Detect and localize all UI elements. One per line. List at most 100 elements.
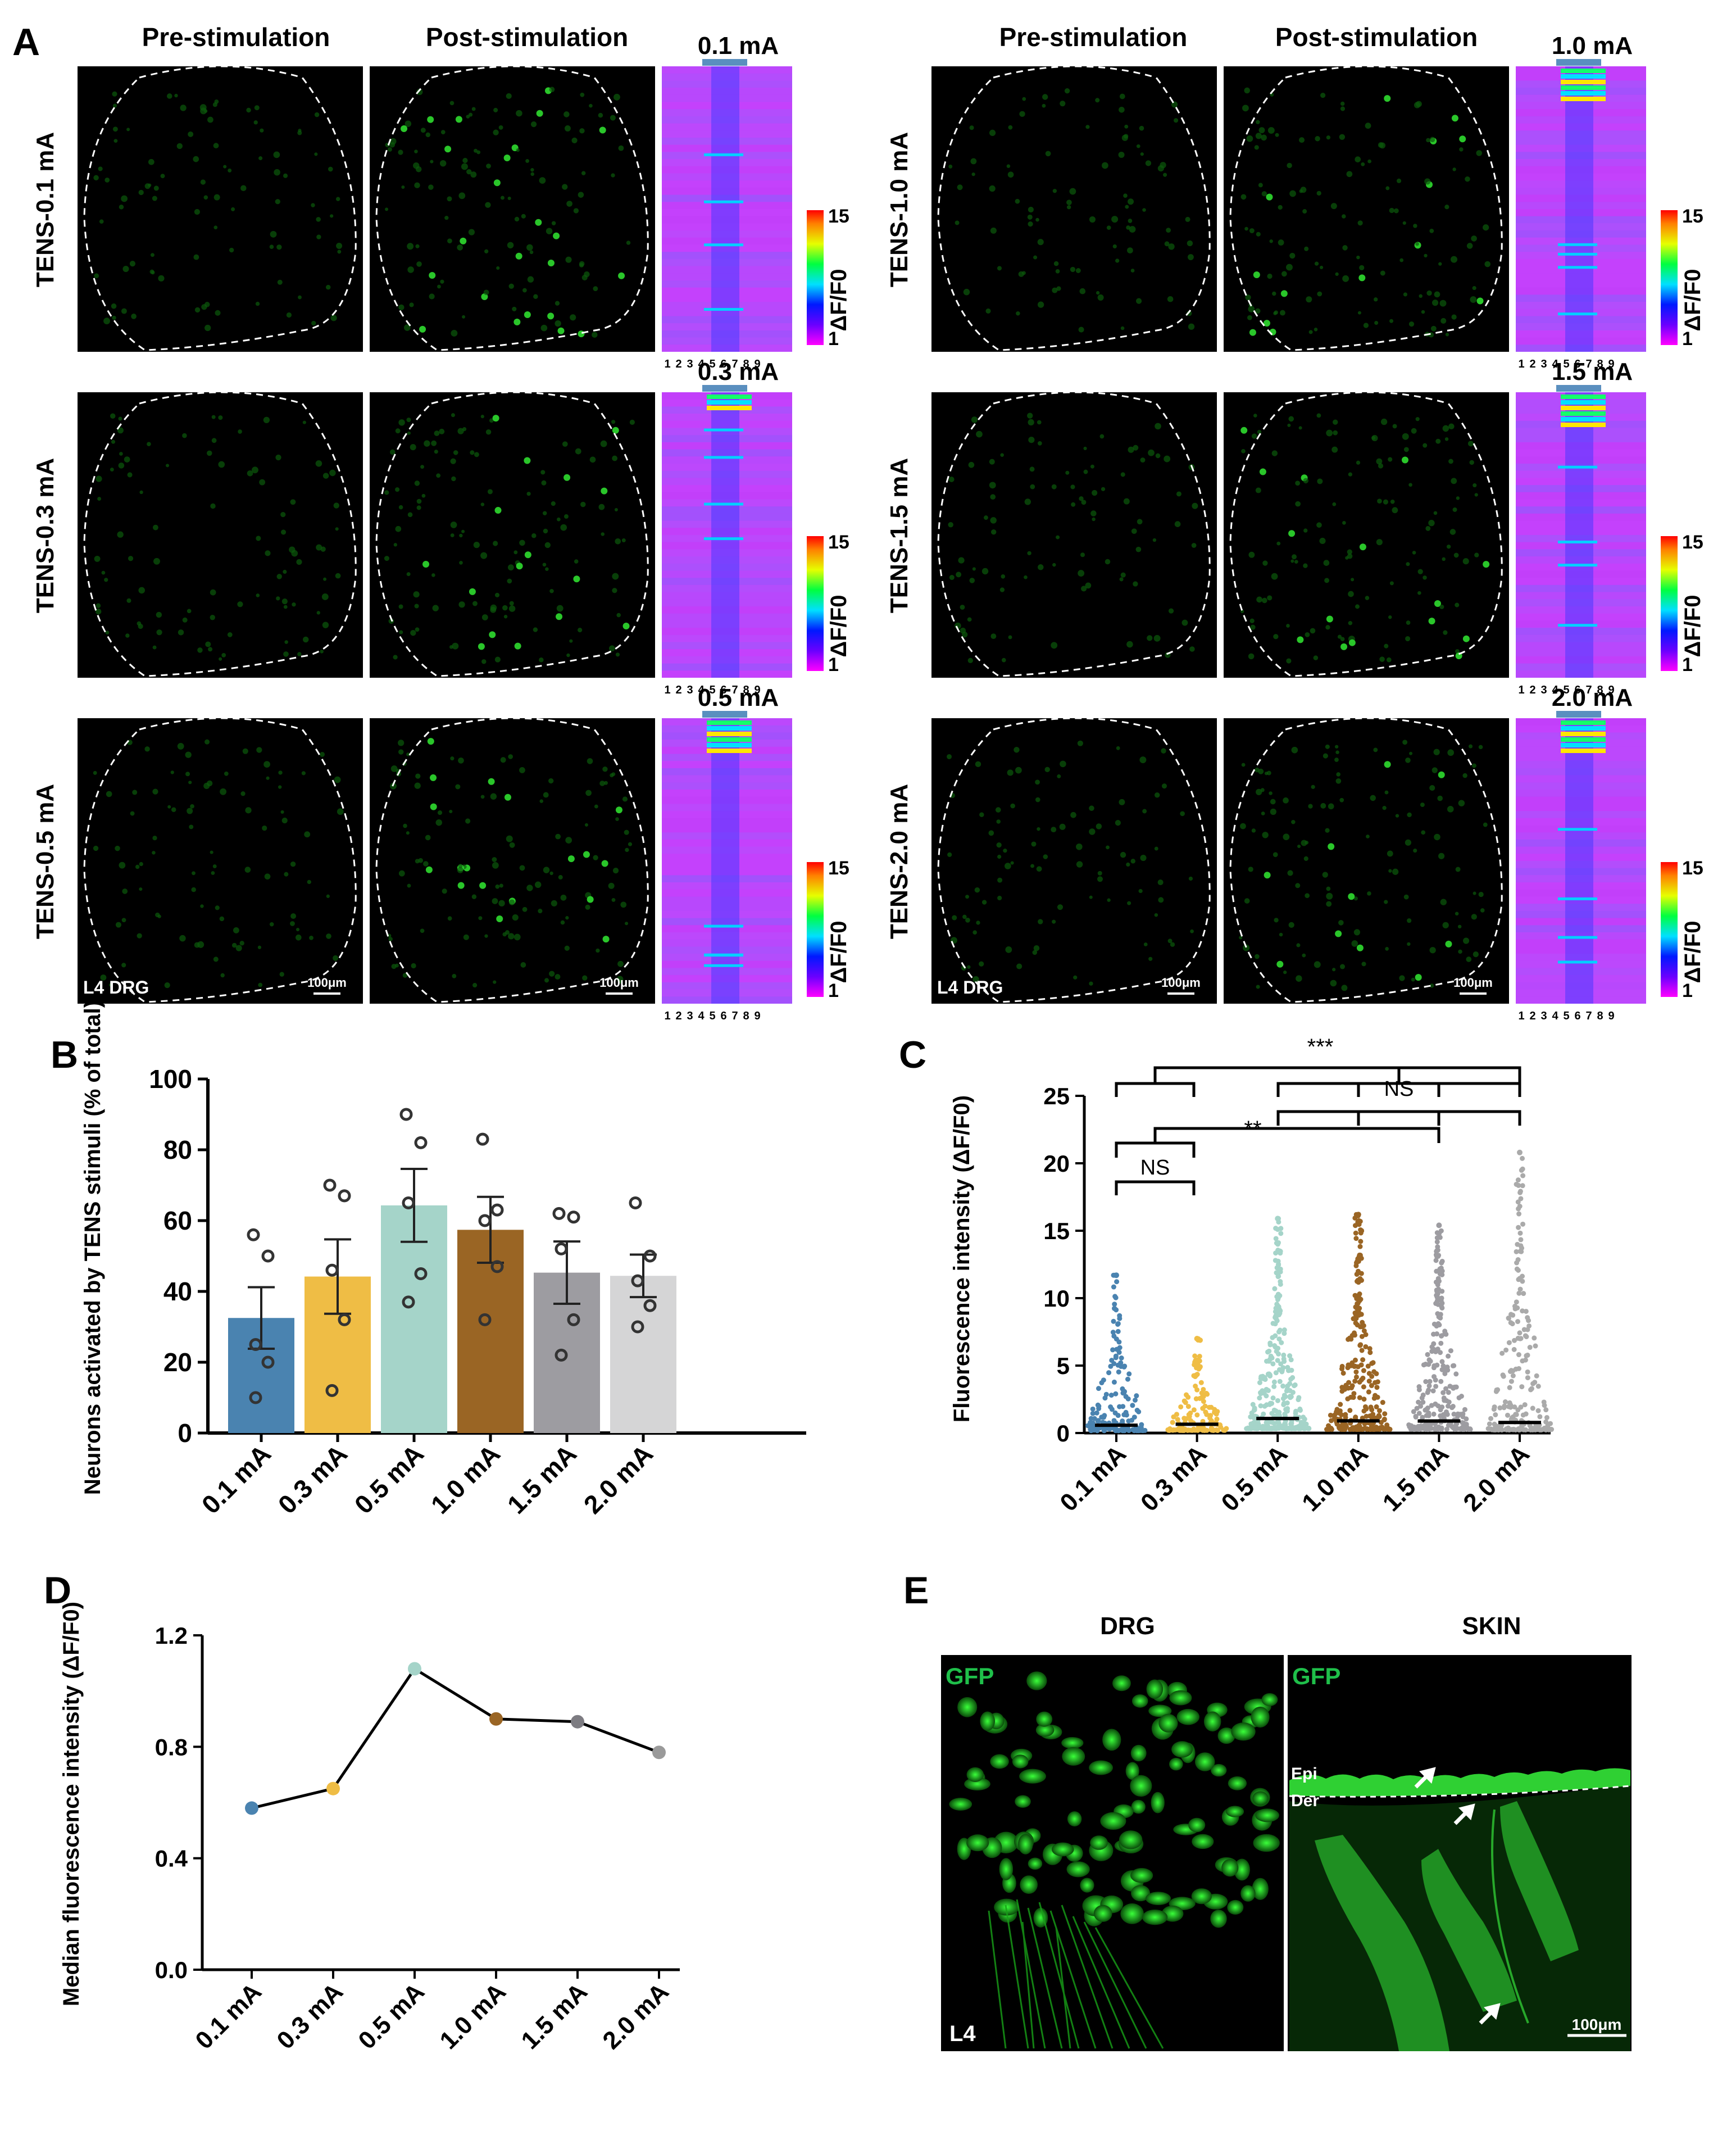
neuron-dot	[1027, 412, 1033, 419]
neuron-dot	[96, 475, 102, 482]
neuron-dot	[1274, 918, 1279, 923]
scatter-point	[1520, 1278, 1525, 1284]
neuron-dot	[1376, 458, 1383, 465]
colorbar-label: ΔF/F0	[1680, 921, 1705, 983]
neuron-dot	[223, 165, 227, 169]
scatter-point	[1515, 1177, 1521, 1183]
neuron-dot	[1330, 203, 1337, 210]
neuron-dot	[1085, 582, 1092, 589]
scatter-point	[1530, 1405, 1535, 1411]
neuron-dot	[1483, 822, 1488, 827]
scatter-point	[1517, 1230, 1523, 1236]
heatmap-line	[1558, 312, 1597, 316]
gfp-neuron	[1261, 1693, 1278, 1707]
neuron-dot	[494, 656, 501, 663]
neuron-dot	[283, 651, 289, 657]
neuron-dot	[1052, 563, 1056, 567]
neuron-dot	[139, 490, 143, 495]
neuron-dot	[965, 895, 969, 899]
neuron-dot	[1411, 977, 1415, 982]
scatter-point	[1275, 1258, 1281, 1264]
neuron-dot	[1424, 178, 1431, 185]
line-point	[571, 1715, 584, 1729]
neuron-dot	[418, 858, 424, 863]
scatter-point	[1467, 1427, 1473, 1432]
neuron-dot	[1006, 164, 1011, 168]
neuron-dot	[1403, 447, 1409, 452]
neuron-dot	[616, 976, 624, 983]
neuron-dot	[480, 795, 485, 799]
neuron-dot	[1264, 872, 1271, 879]
scatter-point	[1520, 1412, 1526, 1418]
neuron-dot	[579, 262, 584, 267]
neuron-dot	[1059, 823, 1066, 830]
scatter-point	[1433, 1349, 1438, 1354]
scatter-point	[1433, 1384, 1439, 1389]
y-tick-label: 20	[163, 1348, 192, 1377]
scatter-point	[1492, 1421, 1497, 1427]
scatter-point	[1115, 1362, 1121, 1368]
neuron-dot	[490, 793, 497, 800]
scale-bar-label: 100μm	[307, 976, 347, 990]
neuron-dot	[126, 598, 131, 603]
neuron-dot	[1273, 634, 1279, 640]
neuron-dot	[564, 125, 571, 132]
neuron-dot	[1154, 792, 1160, 798]
neuron-dot	[1328, 843, 1335, 850]
neuron-dot	[512, 306, 517, 311]
y-tick-label: 5	[1057, 1353, 1070, 1379]
neuron-dot	[280, 512, 286, 518]
neuron-dot	[323, 577, 327, 581]
y-tick-label: 20	[1043, 1150, 1070, 1177]
neuron-dot	[584, 823, 588, 827]
neuron-dot	[437, 284, 441, 289]
neuron-dot	[999, 587, 1005, 592]
colorbar-label: ΔF/F0	[826, 269, 851, 332]
neuron-dot	[1406, 562, 1410, 566]
scatter-point	[1270, 1361, 1276, 1367]
gfp-neuron	[1231, 1722, 1256, 1741]
neuron-dot	[1319, 537, 1326, 545]
scatter-point	[1520, 1183, 1525, 1189]
neuron-dot	[1291, 746, 1298, 754]
y-tick-label: 1.2	[155, 1622, 188, 1649]
neuron-dot	[200, 904, 204, 908]
neuron-dot	[1429, 785, 1435, 791]
col-header-post-left: Post-stimulation	[426, 22, 628, 52]
neuron-dot	[1069, 188, 1076, 195]
neuron-dot	[492, 862, 499, 869]
gfp-neuron	[1051, 1842, 1074, 1857]
heatmap-hot-row	[707, 737, 752, 742]
neuron-dot	[1243, 944, 1250, 951]
heatmap-tick: 5	[709, 1010, 715, 1022]
scatter-point	[1505, 1412, 1510, 1418]
scatter-point	[1194, 1412, 1200, 1418]
gfp-neuron	[1035, 1723, 1055, 1737]
neuron-dot	[600, 440, 607, 447]
scatter-point	[1518, 1237, 1524, 1243]
neuron-dot	[138, 587, 146, 594]
neuron-dot	[1143, 942, 1148, 946]
line-point	[245, 1801, 258, 1815]
neuron-dot	[1444, 437, 1449, 441]
neuron-dot	[556, 613, 563, 620]
y-tick-label: 10	[1043, 1285, 1070, 1312]
neuron-dot	[1145, 160, 1152, 166]
neuron-dot	[182, 617, 188, 623]
neuron-dot	[1038, 564, 1044, 570]
gfp-neuron	[1191, 1888, 1212, 1905]
row-label: TENS-0.5 mA	[31, 784, 59, 939]
neuron-dot	[1455, 649, 1460, 654]
neuron-dot	[1474, 493, 1478, 497]
scatter-point	[1339, 1389, 1345, 1394]
scatter-point	[1248, 1421, 1254, 1427]
neuron-dot	[1262, 560, 1268, 566]
scatter-point	[1198, 1380, 1204, 1385]
colorbar	[1661, 862, 1678, 997]
scatter-point	[1525, 1369, 1530, 1375]
neuron-dot	[231, 207, 235, 211]
neuron-dot	[153, 185, 159, 191]
neuron-dot	[506, 835, 513, 842]
scatter-point	[1431, 1374, 1437, 1380]
